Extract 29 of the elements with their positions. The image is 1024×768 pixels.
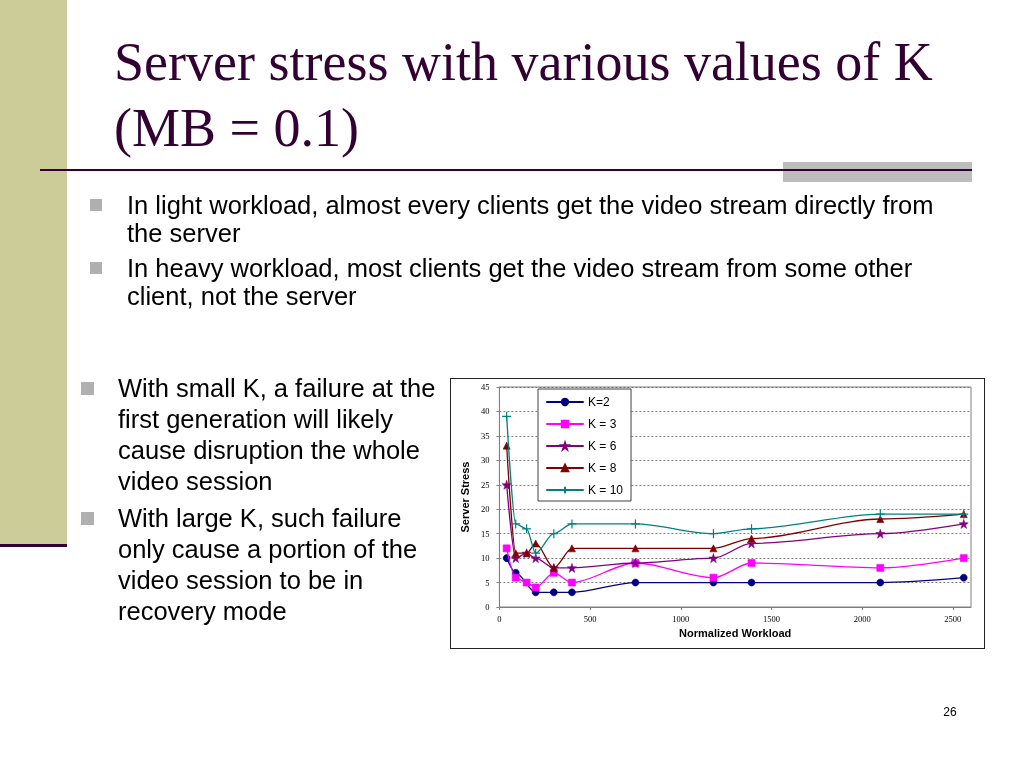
text: 26: [942, 705, 958, 719]
legend-label: K = 6: [588, 439, 617, 453]
x-tick-label: 1500: [762, 613, 780, 624]
y-axis-title: Server Stress: [458, 461, 471, 533]
y-tick-label: 0: [485, 602, 490, 612]
text: In light workload, almost every clients get the video stream directly from the server: [127, 191, 935, 247]
y-tick-label: 40: [480, 406, 490, 417]
y-tick-label: 35: [480, 430, 490, 441]
text: In heavy workload, most clients get the video stream from some other client, not the server: [127, 253, 914, 310]
text: With large K, such failure only cause a portion of the video session to be in recovery mode: [118, 503, 419, 627]
x-tick-label: 2500: [944, 613, 962, 624]
y-tick-label: 5: [485, 577, 490, 588]
y-tick-label: 20: [480, 504, 490, 515]
x-tick-label: 500: [583, 613, 597, 624]
chart-title: Server stress with various values of K (MB = 0.1): [114, 31, 934, 160]
x-tick-label: 1000: [672, 613, 690, 624]
x-tick-label: 0: [497, 613, 502, 624]
x-axis-title: Normalized Workload: [679, 627, 792, 640]
legend-label: K = 10: [588, 483, 624, 497]
legend-label: K = 3: [588, 417, 617, 431]
y-tick-label: 15: [480, 528, 490, 539]
x-tick-label: 2000: [853, 613, 871, 624]
text: With small K, a failure at the first generation will likely cause disruption the whole video session: [118, 373, 437, 497]
y-tick-label: 45: [480, 382, 490, 392]
y-tick-label: 30: [480, 455, 490, 466]
y-tick-label: 25: [480, 479, 490, 490]
y-tick-label: 10: [480, 553, 490, 564]
legend-label: K=2: [588, 395, 611, 409]
legend-label: K = 8: [588, 461, 617, 475]
